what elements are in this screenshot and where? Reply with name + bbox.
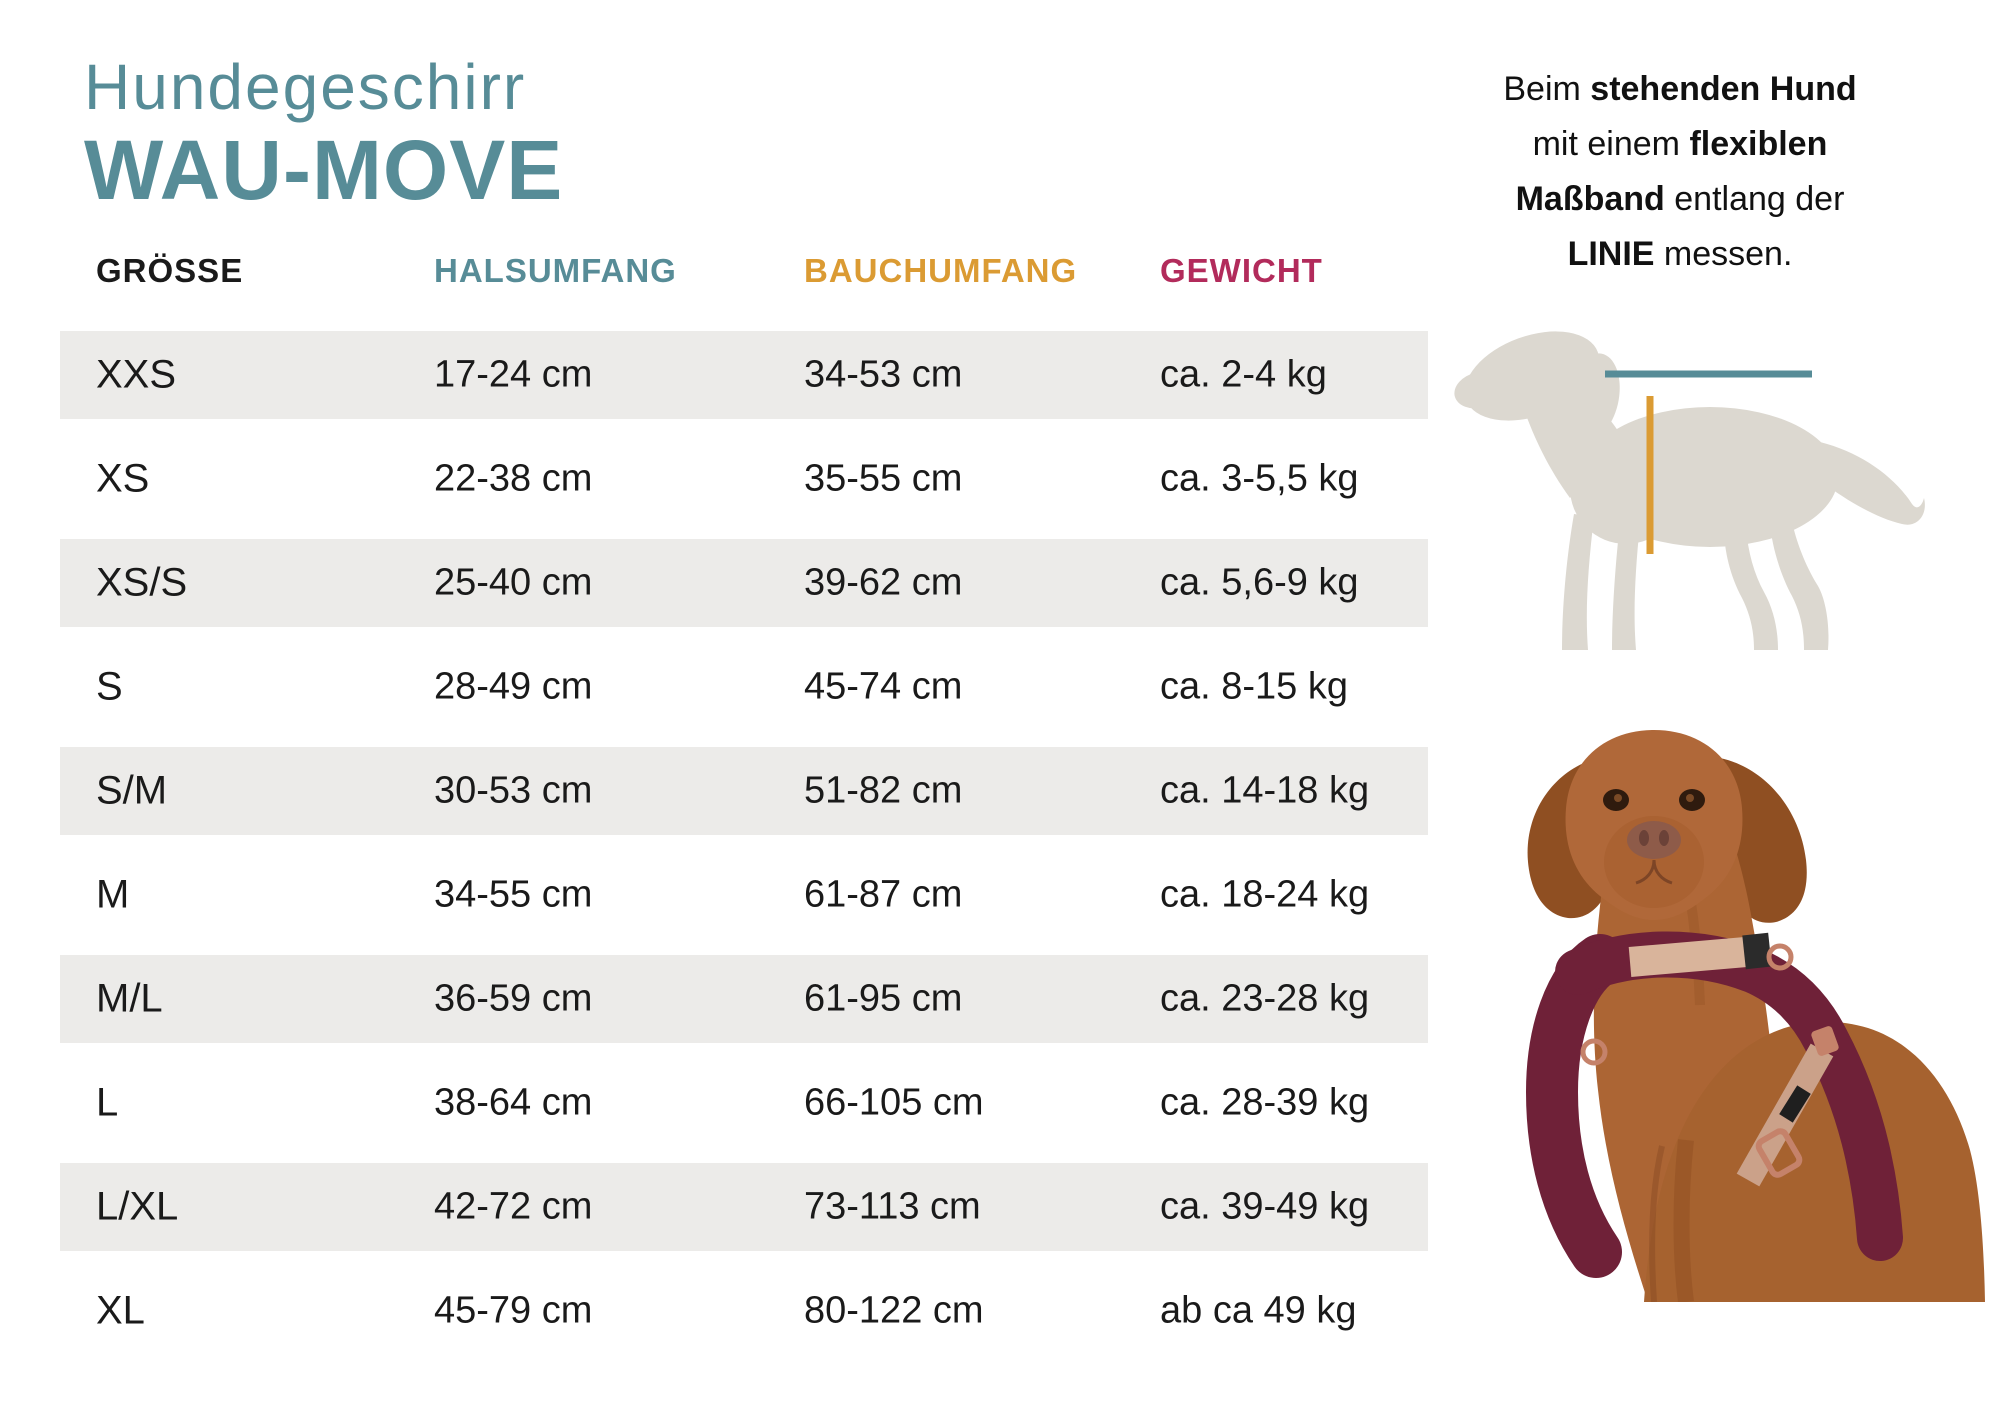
- belly-cell: 66-105 cm: [804, 1081, 984, 1124]
- dog-eye-left-iris: [1614, 794, 1622, 802]
- belly-cell: 61-87 cm: [804, 873, 963, 916]
- weight-cell: ca. 14-18 kg: [1160, 769, 1370, 812]
- harness-group: [1525, 931, 1903, 1278]
- size-row-xs: XS 22-38 cm 35-55 cm ca. 3-5,5 kg: [60, 419, 1428, 539]
- neck-cell: 38-64 cm: [434, 1081, 593, 1124]
- dog-mouth: [1635, 859, 1673, 885]
- neck-cell: 30-53 cm: [434, 769, 593, 812]
- size-row-xs-s: XS/S 25-40 cm 39-62 cm ca. 5,6-9 kg: [60, 539, 1428, 627]
- size-cell: XXS: [96, 352, 177, 397]
- belly-cell: 39-62 cm: [804, 561, 963, 604]
- belly-cell: 61-95 cm: [804, 977, 963, 1020]
- belly-cell: 35-55 cm: [804, 457, 963, 500]
- harness-clip: [1742, 932, 1772, 970]
- neck-cell: 42-72 cm: [434, 1185, 593, 1228]
- size-cell: M: [96, 872, 130, 917]
- neck-cell: 36-59 cm: [434, 977, 593, 1020]
- belly-cell: 51-82 cm: [804, 769, 963, 812]
- column-header-size: GRÖSSE: [96, 252, 244, 289]
- size-row-m: M 34-55 cm 61-87 cm ca. 18-24 kg: [60, 835, 1428, 955]
- neck-cell: 17-24 cm: [434, 353, 593, 396]
- column-header-belly: BAUCHUMFANG: [804, 252, 1078, 289]
- neck-cell: 25-40 cm: [434, 561, 593, 604]
- size-cell: XS: [96, 456, 150, 501]
- instruction-line: Maßband entlang der: [1455, 172, 1905, 227]
- harness-side-panel: [1525, 934, 1626, 1278]
- belly-cell: 45-74 cm: [804, 665, 963, 708]
- dog-wearing-harness-photo: [1525, 730, 1985, 1302]
- instruction-bold-text: LINIE: [1567, 235, 1655, 273]
- size-cell: S: [96, 664, 123, 709]
- dog-head-group: [1565, 730, 1743, 920]
- dog-eye-right-iris: [1686, 794, 1694, 802]
- weight-cell: ca. 8-15 kg: [1160, 665, 1348, 708]
- size-cell: XS/S: [96, 560, 188, 605]
- dog-nostril-right: [1659, 830, 1669, 846]
- weight-cell: ca. 39-49 kg: [1160, 1185, 1370, 1228]
- product-type-title: Hundegeschirr: [84, 51, 527, 123]
- size-cell: M/L: [96, 976, 163, 1021]
- size-row-xxs: XXS 17-24 cm 34-53 cm ca. 2-4 kg: [60, 331, 1428, 419]
- instruction-line: Beim stehenden Hund: [1455, 62, 1905, 117]
- belly-cell: 80-122 cm: [804, 1289, 984, 1332]
- instruction-bold-text: Maßband: [1515, 180, 1665, 218]
- weight-cell: ca. 23-28 kg: [1160, 977, 1370, 1020]
- page-title: Hundegeschirr WAU-MOVE: [84, 50, 563, 216]
- size-table: XXS 17-24 cm 34-53 cm ca. 2-4 kg XS 22-38 cm 3…: [60, 331, 1428, 1371]
- instruction-text: messen.: [1654, 235, 1793, 273]
- harness-d-ring: [1580, 1038, 1608, 1066]
- measuring-instruction: Beim stehenden Hund mit einem flexiblen Ma…: [1455, 62, 1905, 282]
- neck-cell: 28-49 cm: [434, 665, 593, 708]
- weight-cell: ca. 5,6-9 kg: [1160, 561, 1359, 604]
- harness-ring: [1766, 943, 1794, 971]
- size-cell: S/M: [96, 768, 168, 813]
- instruction-text: entlang der: [1664, 180, 1845, 218]
- dog-nose: [1627, 821, 1681, 859]
- column-header-weight: GEWICHT: [1160, 252, 1323, 289]
- size-cell: L/XL: [96, 1184, 179, 1229]
- size-row-l-xl: L/XL 42-72 cm 73-113 cm ca. 39-49 kg: [60, 1163, 1428, 1251]
- instruction-bold-text: flexiblen: [1689, 125, 1828, 163]
- leg-shading: [1673, 1139, 1694, 1302]
- harness-neck-strap: [1628, 937, 1748, 977]
- size-row-m-l: M/L 36-59 cm 61-95 cm ca. 23-28 kg: [60, 955, 1428, 1043]
- dog-legs-group: [1649, 1139, 1694, 1302]
- neck-cell: 45-79 cm: [434, 1289, 593, 1332]
- weight-cell: ca. 28-39 kg: [1160, 1081, 1370, 1124]
- instruction-line: LINIE messen.: [1455, 227, 1905, 282]
- instruction-text: mit einem: [1532, 125, 1690, 163]
- weight-cell: ab ca 49 kg: [1160, 1289, 1357, 1332]
- instruction-bold-text: stehenden Hund: [1590, 70, 1857, 108]
- belly-cell: 73-113 cm: [804, 1185, 981, 1228]
- instruction-line: mit einem flexiblen: [1455, 117, 1905, 172]
- size-row-s: S 28-49 cm 45-74 cm ca. 8-15 kg: [60, 627, 1428, 747]
- size-cell: XL: [96, 1288, 145, 1333]
- weight-cell: ca. 2-4 kg: [1160, 353, 1327, 396]
- instruction-text: Beim: [1503, 70, 1591, 108]
- size-cell: L: [96, 1080, 119, 1125]
- dog-silhouette-shape: [1454, 331, 1925, 650]
- harness-keeper: [1779, 1085, 1811, 1123]
- size-table-header: GRÖSSE HALSUMFANG BAUCHUMFANG GEWICHT: [0, 248, 1450, 294]
- belly-cell: 34-53 cm: [804, 353, 963, 396]
- size-row-l: L 38-64 cm 66-105 cm ca. 28-39 kg: [60, 1043, 1428, 1163]
- dog-silhouette-icon: [1454, 331, 1925, 650]
- size-row-xl: XL 45-79 cm 80-122 cm ab ca 49 kg: [60, 1251, 1428, 1371]
- product-name-title: WAU-MOVE: [84, 123, 564, 217]
- neck-cell: 34-55 cm: [434, 873, 593, 916]
- neck-cell: 22-38 cm: [434, 457, 593, 500]
- weight-cell: ca. 18-24 kg: [1160, 873, 1370, 916]
- size-row-s-m: S/M 30-53 cm 51-82 cm ca. 14-18 kg: [60, 747, 1428, 835]
- weight-cell: ca. 3-5,5 kg: [1160, 457, 1359, 500]
- dog-nostril-left: [1639, 830, 1649, 846]
- harness-hardware: [1811, 1026, 1839, 1056]
- harness-buckle: [1755, 1128, 1803, 1178]
- column-header-neck: HALSUMFANG: [434, 252, 677, 289]
- leg-outline: [1649, 1145, 1665, 1302]
